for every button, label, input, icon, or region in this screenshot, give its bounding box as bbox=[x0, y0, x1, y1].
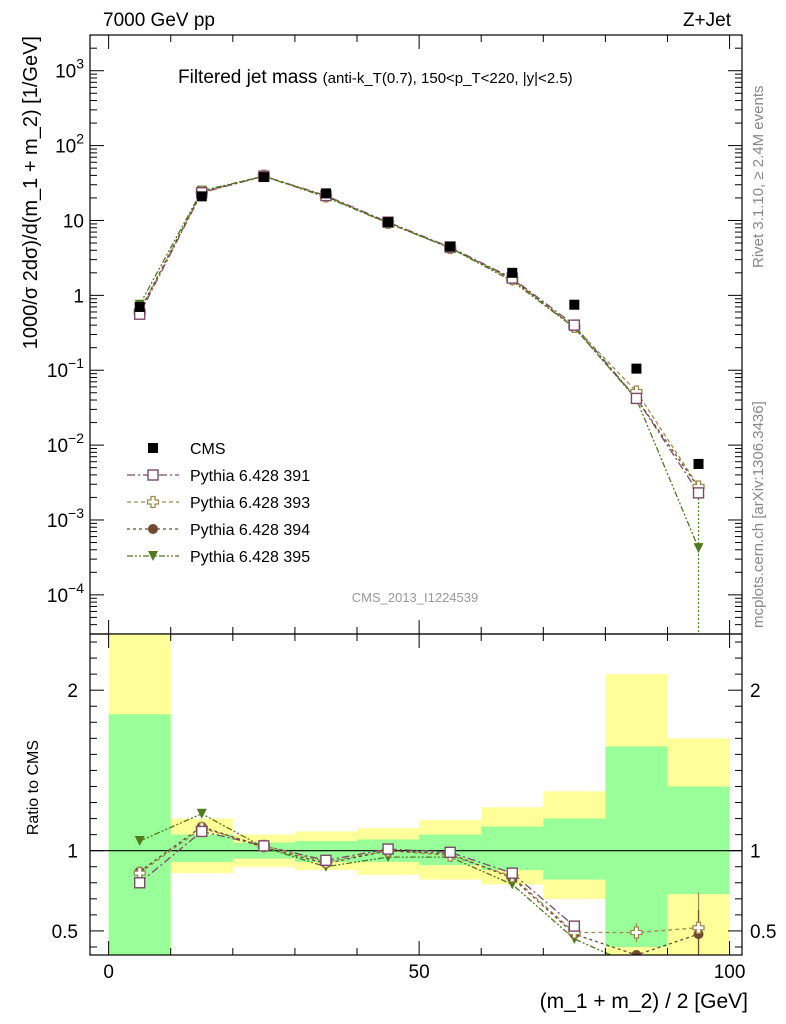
y-tick-label-6: 10−3 bbox=[47, 505, 84, 532]
series-line-1 bbox=[139, 175, 700, 494]
ratio-y-axis-label: Ratio to CMS bbox=[25, 740, 42, 835]
legend-marker-1 bbox=[147, 469, 159, 481]
point-s0-2 bbox=[258, 172, 269, 183]
ratio-line-1-0 bbox=[139, 830, 575, 927]
point-s0-9 bbox=[693, 458, 704, 469]
ratio-line-4-0 bbox=[139, 813, 613, 955]
side-label-bottom: mcplots.cern.ch [arXiv:1306.3436] bbox=[750, 401, 767, 628]
point-s0-7 bbox=[569, 299, 580, 310]
point-s0-4 bbox=[383, 217, 394, 228]
legend-label-1: Pythia 6.428 391 bbox=[190, 468, 310, 485]
band-inner-6 bbox=[481, 826, 544, 870]
point-s0-1 bbox=[196, 191, 207, 202]
main-plot-area bbox=[133, 169, 705, 634]
point-s0-8 bbox=[631, 363, 642, 374]
legend: CMS Pythia 6.428 391 Pythia 6.428 393 Pythi… bbox=[127, 441, 310, 566]
ratio-tick-label-left-1: 1 bbox=[67, 842, 78, 863]
legend-marker-0 bbox=[148, 443, 158, 453]
legend-label-0: CMS bbox=[190, 441, 226, 458]
legend-label-4: Pythia 6.428 395 bbox=[190, 549, 310, 566]
main-frame bbox=[89, 34, 743, 635]
ratio-point-s1-5 bbox=[444, 846, 456, 858]
ratio-point-s4-8 bbox=[631, 961, 641, 971]
y-tick-label-1: 102 bbox=[55, 131, 84, 158]
point-s1-7 bbox=[568, 319, 581, 331]
point-s0-5 bbox=[445, 241, 456, 252]
ratio-point-s4-0 bbox=[134, 836, 145, 847]
ratio-point-s1-1 bbox=[196, 825, 208, 838]
point-s1-8 bbox=[630, 392, 643, 405]
x-tick-label-0: 0 bbox=[103, 962, 114, 983]
x-axis-label: (m_1 + m_2) / 2 [GeV] bbox=[540, 990, 748, 1013]
series-line-4 bbox=[139, 175, 700, 549]
point-s0-3 bbox=[320, 188, 331, 199]
ratio-point-s2-8 bbox=[630, 926, 643, 939]
header-right: Z+Jet bbox=[683, 10, 732, 31]
ratio-point-s1-4 bbox=[382, 843, 394, 855]
legend-marker-4 bbox=[148, 551, 158, 561]
x-tick-label-2: 100 bbox=[714, 962, 746, 983]
header-left: 7000 GeV pp bbox=[103, 10, 215, 31]
y-tick-label-4: 10−1 bbox=[47, 355, 84, 382]
ratio-tick-label-right-2: 2 bbox=[750, 681, 761, 702]
y-tick-label-2: 10 bbox=[63, 211, 84, 232]
ratio-point-s2-9 bbox=[692, 921, 705, 934]
y-tick-label-7: 10−4 bbox=[47, 580, 84, 607]
point-s4-9 bbox=[693, 543, 704, 554]
ratio-tick-label-right-1: 1 bbox=[750, 842, 761, 863]
point-s0-6 bbox=[507, 267, 518, 278]
band-inner-1 bbox=[170, 834, 233, 862]
ratio-line-3-0 bbox=[139, 825, 699, 955]
ratio-tick-label-right-0: 0.5 bbox=[750, 922, 776, 943]
ratio-point-s4-1 bbox=[196, 808, 207, 819]
band-inner-9 bbox=[667, 786, 730, 895]
legend-label-3: Pythia 6.428 394 bbox=[190, 522, 310, 539]
ratio-point-s1-0 bbox=[133, 877, 146, 889]
point-s1-9 bbox=[692, 487, 705, 499]
x-tick-label-1: 50 bbox=[409, 962, 430, 983]
legend-marker-3 bbox=[148, 524, 158, 534]
side-label-top: Rivet 3.1.10, ≥ 2.4M events bbox=[750, 86, 767, 269]
ratio-point-s1-2 bbox=[258, 840, 270, 852]
analysis-id: CMS_2013_I1224539 bbox=[352, 590, 479, 605]
legend-marker-2 bbox=[146, 495, 160, 509]
legend-label-2: Pythia 6.428 393 bbox=[190, 495, 310, 512]
band-inner-0 bbox=[108, 714, 171, 955]
y-tick-label-3: 1 bbox=[73, 286, 84, 307]
series-line-2 bbox=[139, 175, 700, 487]
ratio-point-s3-8 bbox=[631, 950, 642, 955]
ratio-point-s1-6 bbox=[506, 867, 518, 879]
y-tick-label-5: 10−2 bbox=[47, 430, 84, 457]
ratio-tick-label-left-0: 0.5 bbox=[52, 922, 78, 943]
ratio-point-s1-7 bbox=[568, 920, 581, 932]
band-inner-7 bbox=[543, 818, 606, 880]
ratio-frame bbox=[89, 633, 743, 956]
band-inner-8 bbox=[605, 746, 668, 947]
point-s0-0 bbox=[134, 301, 145, 312]
y-tick-label-0: 103 bbox=[55, 56, 84, 83]
y-axis-label: 1000/σ 2dσ)/d(m_1 + m_2) [1/GeV] bbox=[20, 36, 42, 349]
chart-title: Filtered jet mass (anti-k_T(0.7), 150<p_… bbox=[178, 67, 573, 88]
ratio-panel: 0 50 1000.5 0.51 12 2 bbox=[52, 633, 776, 983]
ratio-point-s1-3 bbox=[320, 854, 332, 867]
ratio-plot-area bbox=[133, 808, 705, 971]
ratio-tick-label-left-2: 2 bbox=[67, 681, 78, 702]
